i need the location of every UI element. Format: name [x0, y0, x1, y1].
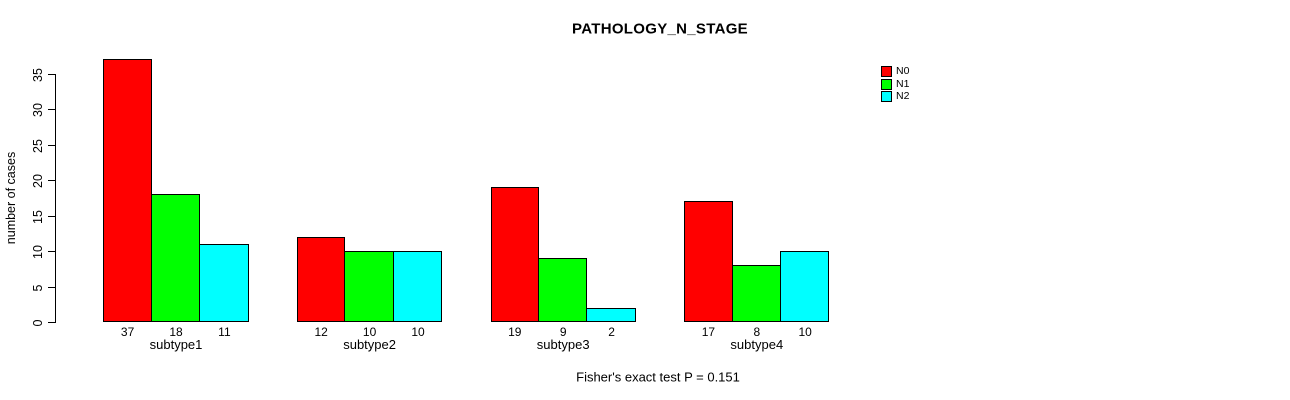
- bar-value-label: 18: [169, 325, 183, 339]
- y-axis-tick-label: 10: [31, 244, 45, 259]
- bar-n0-subtype3: [491, 187, 539, 322]
- x-category-label: subtype2: [343, 337, 396, 352]
- legend-label: N2: [896, 90, 910, 103]
- bar-value-label: 10: [411, 325, 425, 339]
- bar-n1-subtype1: [151, 194, 200, 322]
- legend-item-n0: N0: [881, 66, 909, 77]
- bar-n0-subtype4: [684, 201, 733, 322]
- y-axis-tick-label: 15: [31, 209, 45, 224]
- y-axis-tick: [48, 287, 55, 288]
- y-axis-line: [55, 73, 56, 323]
- bar-value-label: 8: [753, 325, 761, 339]
- bar-n1-subtype3: [538, 258, 587, 322]
- y-axis-tick-label: 25: [31, 138, 45, 153]
- y-axis-tick: [48, 251, 55, 252]
- x-category-label: subtype1: [149, 337, 203, 352]
- y-axis-tick: [48, 145, 55, 146]
- bar-n0-subtype1: [103, 59, 152, 322]
- legend-item-n1: N1: [881, 77, 910, 90]
- bar-value-label: 12: [314, 325, 328, 339]
- bar-value-label: 17: [701, 325, 716, 339]
- bar-n2-subtype2: [393, 251, 442, 322]
- y-axis-tick: [48, 109, 55, 110]
- bar-n2-subtype4: [780, 251, 829, 322]
- bar-value-label: 10: [362, 325, 377, 339]
- bar-value-label: 10: [798, 325, 812, 339]
- chart-title: PATHOLOGY_N_STAGE: [572, 20, 748, 38]
- bar-value-label: 9: [559, 325, 567, 339]
- y-axis-tick: [48, 322, 55, 323]
- y-axis-tick: [48, 216, 55, 217]
- bar-n2-subtype1: [199, 244, 249, 322]
- legend-label: N1: [896, 77, 910, 90]
- y-axis-tick-label: 35: [31, 67, 45, 82]
- bar-n1-subtype2: [344, 251, 394, 322]
- bar-value-label: 37: [120, 325, 135, 339]
- y-axis-label: number of cases: [4, 151, 18, 245]
- y-axis-tick: [48, 180, 55, 181]
- legend: N0 N1 N2: [881, 66, 909, 104]
- x-category-label: subtype3: [536, 337, 590, 352]
- y-axis-tick-label: 5: [31, 284, 45, 291]
- bar-value-label: 2: [608, 325, 615, 339]
- legend-swatch-n0: [881, 66, 892, 77]
- legend-swatch-n1: [881, 78, 892, 90]
- footer-annotation: Fisher's exact test P = 0.151: [576, 369, 740, 385]
- x-category-label: subtype4: [730, 337, 784, 352]
- bar-n0-subtype2: [297, 237, 345, 322]
- legend-label: N0: [896, 65, 910, 77]
- legend-item-n2: N2: [881, 90, 910, 103]
- bar-value-label: 19: [508, 325, 522, 339]
- y-axis-tick-label: 20: [31, 173, 45, 188]
- bar-value-label: 11: [218, 325, 231, 339]
- bar-n2-subtype3: [586, 308, 636, 322]
- y-axis-tick-label: 0: [31, 319, 45, 326]
- legend-swatch-n2: [881, 91, 892, 103]
- y-axis-tick: [48, 74, 55, 75]
- y-axis-tick-label: 30: [31, 102, 45, 117]
- bar-n1-subtype4: [732, 265, 781, 322]
